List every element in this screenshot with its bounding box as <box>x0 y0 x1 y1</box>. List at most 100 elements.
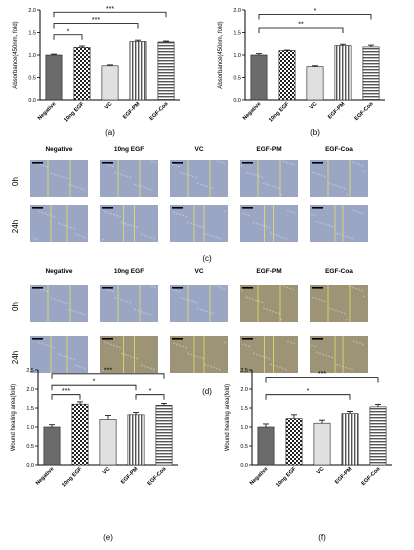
cell-speck <box>316 220 318 223</box>
scale-bar <box>32 338 43 340</box>
cell-speck <box>356 341 358 344</box>
cell-speck <box>293 211 295 214</box>
cell-speck <box>124 353 126 356</box>
cell-speck <box>175 164 177 167</box>
cell-speck <box>151 160 153 163</box>
cell-speck <box>41 211 43 214</box>
cell-speck <box>207 364 209 367</box>
cell-speck <box>134 308 136 311</box>
bar-vc <box>101 65 119 101</box>
cell-speck <box>33 368 35 371</box>
bar-egf-coa <box>369 406 387 466</box>
y-tick-label: 1.5 <box>240 406 248 412</box>
cell-speck <box>279 235 281 238</box>
cell-speck <box>253 221 255 224</box>
significance-bracket <box>51 394 81 400</box>
cell-speck <box>319 221 321 224</box>
cell-speck <box>185 346 187 349</box>
cell-speck <box>179 344 181 347</box>
micrograph <box>310 336 368 373</box>
cell-speck <box>287 340 289 343</box>
cell-speck <box>321 299 323 302</box>
cell-speck <box>361 289 363 292</box>
scale-bar <box>312 338 323 340</box>
row-label-24h: 24h <box>11 351 20 364</box>
y-tick-label: 1.0 <box>240 425 248 431</box>
chart-b: 0.0 0.5 1.0 1.5 2.0 Absorbance(450nm, fold) Ne… <box>218 8 385 137</box>
cell-speck <box>352 286 354 289</box>
cell-speck <box>127 223 129 226</box>
cell-speck <box>341 186 343 189</box>
cell-speck <box>341 311 343 314</box>
cell-speck <box>344 312 346 315</box>
scale-bar <box>32 207 43 209</box>
row-label-0h: 0h <box>11 177 20 186</box>
y-tick-label: 0.5 <box>28 76 36 82</box>
cell-speck <box>182 214 184 217</box>
cell-speck <box>332 183 334 186</box>
scale-bar <box>242 287 253 289</box>
cell-speck <box>44 343 46 346</box>
cell-speck <box>358 288 360 291</box>
cell-speck <box>33 237 35 240</box>
significance-label: * <box>314 8 317 15</box>
cell-speck <box>61 354 63 357</box>
cell-speck <box>353 340 355 343</box>
cell-speck <box>141 364 143 367</box>
micrograph <box>240 285 298 322</box>
bar-10ng-egf <box>285 418 303 466</box>
significance-bracket <box>265 377 379 383</box>
column-header-3: EGF-PM <box>256 146 281 153</box>
cell-speck <box>185 215 187 218</box>
column-header-0: Negative <box>45 146 72 153</box>
cell-speck <box>180 296 182 299</box>
cell-speck <box>153 368 155 371</box>
cell-speck <box>40 288 42 291</box>
cell-speck <box>353 209 355 212</box>
cell-speck <box>248 214 250 217</box>
micrograph-grid-c: Negative 10ng EGF VC EGF-PM EGF-Coa 0h 24h (c) <box>11 146 368 263</box>
cell-speck <box>63 176 65 179</box>
cell-speck <box>207 233 209 236</box>
x-tick-label: VC <box>102 466 112 476</box>
cell-speck <box>67 356 69 359</box>
cell-speck <box>197 182 199 185</box>
cell-speck <box>245 213 247 216</box>
cell-speck <box>136 357 138 360</box>
cell-speck <box>210 234 212 237</box>
scale-bar <box>102 207 113 209</box>
cell-speck <box>172 288 174 291</box>
row-label-0h: 0h <box>11 302 20 311</box>
cell-speck <box>202 357 204 360</box>
cell-speck <box>176 212 178 215</box>
cell-speck <box>362 212 364 215</box>
y-tick-label: 1.0 <box>233 53 241 59</box>
cell-speck <box>335 309 337 312</box>
cell-speck <box>220 286 222 289</box>
cell-speck <box>351 237 353 240</box>
cell-speck <box>245 344 247 347</box>
cell-speck <box>113 213 115 216</box>
cell-speck <box>154 161 156 164</box>
cell-speck <box>292 288 294 291</box>
cell-speck <box>57 299 59 302</box>
cell-speck <box>270 363 272 366</box>
x-tick-label: 10ng EGF <box>275 466 298 489</box>
cell-speck <box>195 301 197 304</box>
x-tick-label: EGF-PM <box>327 101 347 121</box>
panel-label: (f) <box>318 533 326 542</box>
cell-speck <box>67 225 69 228</box>
cell-speck <box>328 355 330 358</box>
cell-speck <box>272 185 274 188</box>
cell-speck <box>129 176 131 179</box>
cell-speck <box>134 183 136 186</box>
cell-speck <box>268 226 270 229</box>
cell-speck <box>46 290 48 293</box>
cell-speck <box>224 210 226 213</box>
y-tick-label: 2.0 <box>26 387 34 393</box>
micrograph <box>100 285 158 322</box>
cell-speck <box>246 171 248 174</box>
x-tick-label: VC <box>316 466 326 476</box>
cell-speck <box>116 214 118 217</box>
